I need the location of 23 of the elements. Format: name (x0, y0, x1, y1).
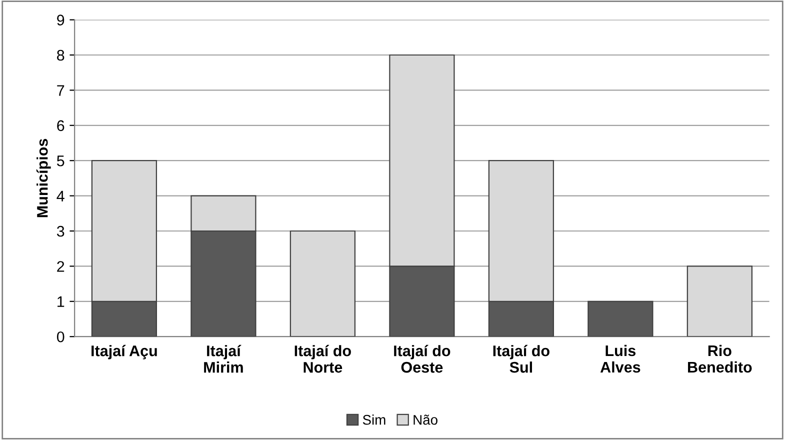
bar (686, 266, 752, 337)
x-tick-label: Itajaí Mirim (204, 344, 243, 373)
y-axis-title: Municípios (36, 138, 51, 218)
x-tick-label: Itajaí do Norte (294, 344, 351, 373)
y-tick-label: 1 (58, 296, 64, 307)
x-tick-label: Rio Benedito (688, 344, 752, 373)
y-tick-label: 6 (57, 120, 64, 132)
legend-label: Sim (362, 414, 386, 425)
x-tick-label: Luis Alves (600, 344, 640, 373)
bar (588, 300, 654, 337)
y-tick-label: 2 (57, 261, 64, 272)
y-tick-label: 4 (56, 190, 64, 202)
y-tick-label: 5 (56, 156, 64, 166)
bar (290, 230, 356, 337)
legend-label: Não (414, 414, 438, 425)
y-tick-label: 7 (57, 85, 64, 96)
y-tick-label: 9 (57, 14, 64, 26)
x-tick-label: Itajaí do Oeste (394, 344, 450, 373)
y-tick-label: 3 (56, 226, 64, 237)
y-tick-label: 8 (57, 50, 64, 61)
x-tick-label: Itajaí do Sul (493, 344, 550, 373)
y-tick-label: 0 (56, 331, 64, 342)
x-tick-label: Itajaí Açu (92, 344, 157, 360)
